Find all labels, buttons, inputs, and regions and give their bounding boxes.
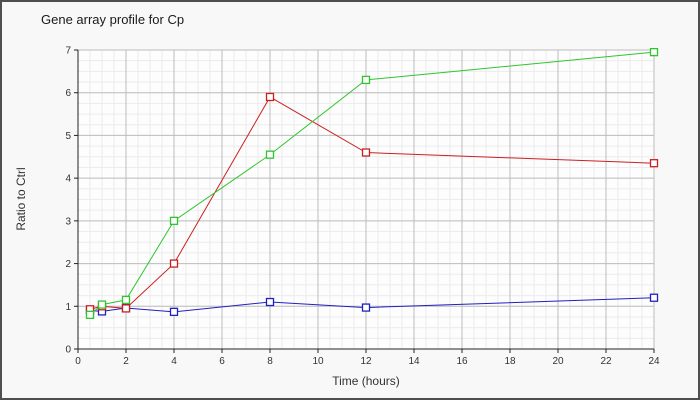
x-tick-label: 8 — [267, 356, 273, 367]
y-tick-label: 5 — [65, 131, 71, 142]
series-red-marker — [265, 92, 275, 102]
x-tick-label: 20 — [552, 356, 564, 367]
x-tick-label: 0 — [75, 356, 81, 367]
y-axis-label: Ratio to Ctrl — [14, 167, 28, 231]
y-tick-label: 0 — [65, 345, 71, 356]
x-tick-label: 18 — [504, 356, 516, 367]
y-tick-label: 7 — [65, 46, 71, 57]
series-red-marker — [649, 159, 659, 168]
y-tick-label: 6 — [65, 88, 71, 99]
y-tick-label: 2 — [65, 259, 71, 270]
series-green-marker — [361, 75, 371, 85]
y-tick-label: 1 — [65, 302, 71, 313]
series-blue-marker — [265, 297, 275, 307]
series-green-marker — [265, 150, 275, 159]
series-blue-marker — [169, 307, 179, 316]
series-green-marker — [121, 295, 131, 305]
series-green-marker — [649, 47, 659, 57]
series-blue-marker — [649, 293, 659, 302]
x-tick-label: 10 — [312, 356, 324, 367]
x-tick-label: 12 — [360, 356, 372, 367]
x-tick-label: 6 — [219, 356, 225, 367]
x-tick-label: 24 — [648, 356, 660, 367]
x-tick-label: 22 — [600, 356, 612, 367]
series-red-marker — [121, 304, 131, 313]
x-tick-label: 2 — [123, 356, 129, 367]
y-tick-label: 4 — [65, 174, 71, 185]
series-blue-marker — [361, 303, 371, 312]
chart-title: Gene array profile for Cp — [41, 12, 185, 27]
series-green-marker — [85, 310, 95, 319]
y-tick-label: 3 — [65, 216, 71, 227]
x-tick-label: 4 — [171, 356, 177, 367]
x-tick-label: 14 — [408, 356, 420, 367]
series-red-marker — [361, 148, 371, 157]
x-tick-label: 16 — [456, 356, 468, 367]
x-axis-label: Time (hours) — [332, 374, 400, 388]
series-red-marker — [169, 259, 179, 268]
series-green-marker — [97, 300, 107, 309]
series-green-marker — [169, 216, 179, 226]
